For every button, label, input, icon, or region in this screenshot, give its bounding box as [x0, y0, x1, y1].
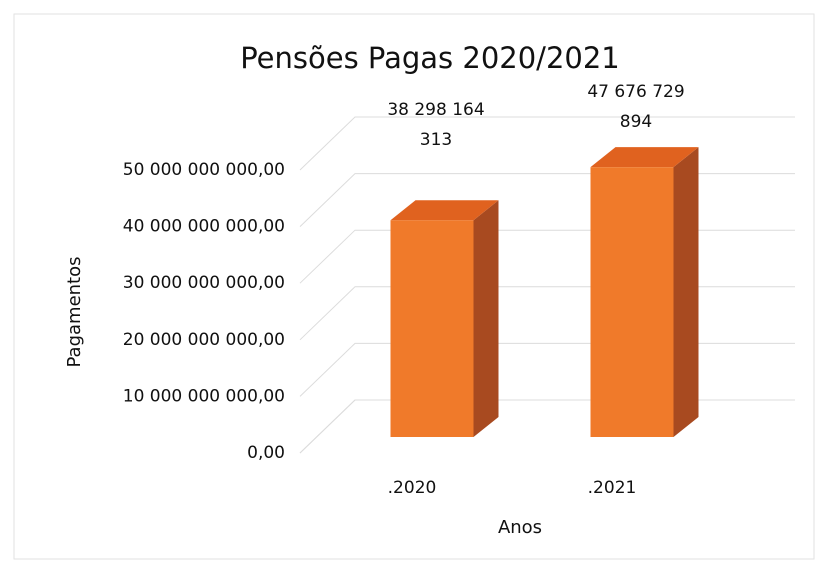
- bar: [390, 200, 499, 437]
- data-label-line: 313: [420, 130, 452, 150]
- y-axis-label: Pagamentos: [64, 257, 85, 368]
- bar-side: [473, 200, 499, 437]
- chart-title: Pensões Pagas 2020/2021: [240, 41, 620, 75]
- y-tick-label: 20 000 000 000,00: [123, 330, 285, 350]
- data-label: 38 298 164 313: [387, 100, 484, 150]
- data-label-line: 47 676 729: [587, 82, 684, 102]
- bar-side: [673, 147, 699, 437]
- y-tick-label: 10 000 000 000,00: [123, 386, 285, 406]
- y-tick-label: 40 000 000 000,00: [123, 217, 285, 237]
- bar-top: [390, 200, 499, 221]
- bar-top: [590, 147, 699, 168]
- x-tick-label: .2020: [388, 478, 437, 498]
- data-label: 47 676 729 894: [587, 82, 684, 132]
- y-tick-label: 30 000 000 000,00: [123, 273, 285, 293]
- y-tick-label: 0,00: [247, 443, 285, 463]
- grid-line: [299, 116, 795, 171]
- bar-front: [390, 220, 474, 437]
- y-tick-label: 50 000 000 000,00: [123, 160, 285, 180]
- x-axis-label: Anos: [498, 517, 542, 538]
- bar: [590, 147, 699, 437]
- data-label-line: 38 298 164: [387, 100, 484, 120]
- bar-front: [590, 167, 674, 437]
- data-label-line: 894: [620, 112, 652, 132]
- x-tick-label: .2021: [588, 478, 637, 498]
